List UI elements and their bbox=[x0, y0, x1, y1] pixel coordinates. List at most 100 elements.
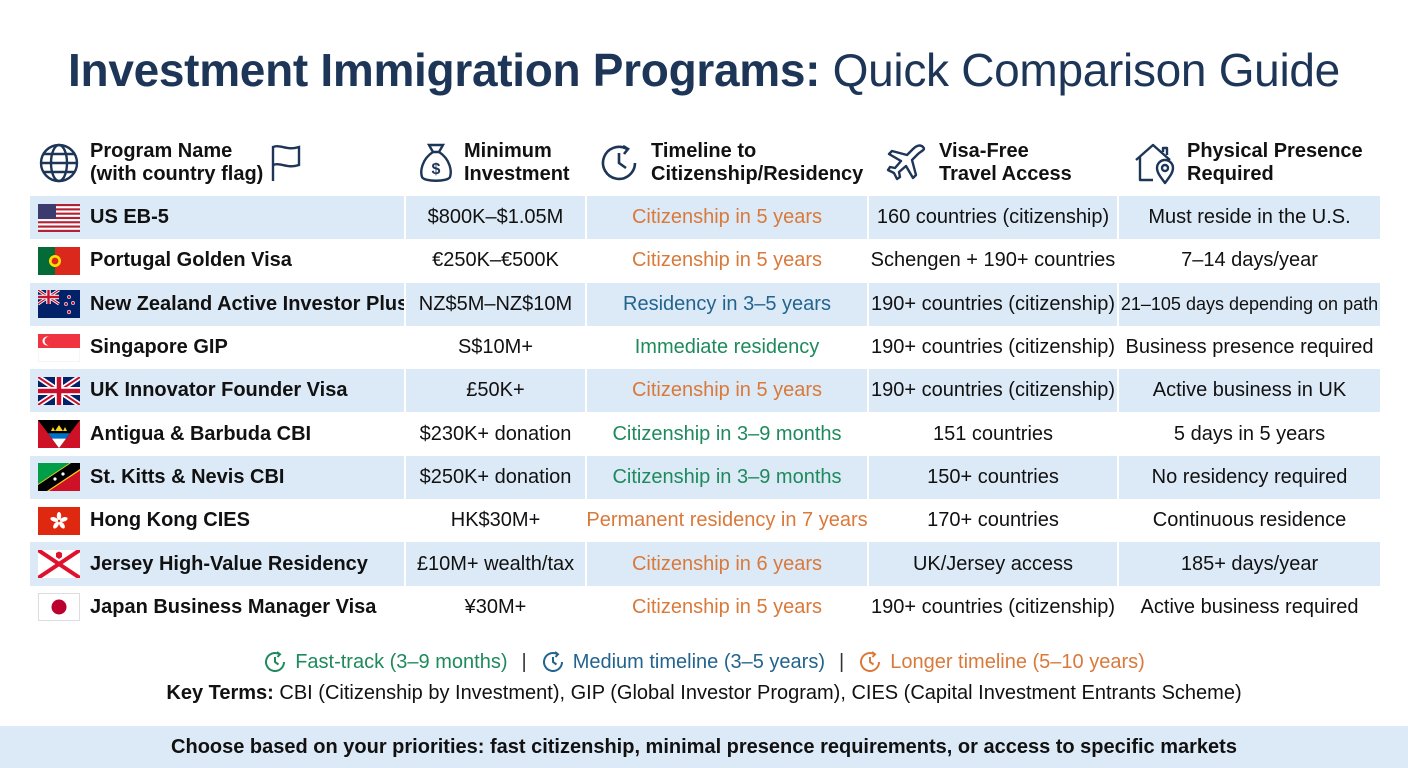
program-cell: Antigua & Barbuda CBI bbox=[30, 412, 406, 456]
header-timeline: Timeline to Citizenship/Residency bbox=[587, 140, 869, 186]
header-presence-line1: Physical Presence bbox=[1187, 140, 1363, 162]
jersey-flag-icon bbox=[38, 550, 80, 579]
table-row: UK Innovator Founder Visa £50K+ Citizens… bbox=[30, 369, 1380, 413]
globe-icon bbox=[39, 143, 79, 183]
airplane-icon bbox=[886, 144, 926, 181]
header-investment: $ Minimum Investment bbox=[406, 140, 587, 186]
legend-medium-label: Medium timeline (3–5 years) bbox=[572, 650, 826, 673]
investment-cell: S$10M+ bbox=[406, 325, 587, 370]
flag-icon bbox=[272, 145, 301, 181]
travel-cell: 190+ countries (citizenship) bbox=[869, 282, 1119, 326]
title-light: Quick Comparison Guide bbox=[832, 44, 1341, 96]
program-name: Hong Kong CIES bbox=[90, 509, 250, 532]
header-program: Program Name (with country flag) bbox=[30, 140, 406, 186]
header-travel-line1: Visa-Free bbox=[939, 140, 1029, 162]
clock-icon bbox=[860, 651, 881, 672]
header-travel-line2: Travel Access bbox=[939, 163, 1072, 185]
header-program-line1: Program Name bbox=[90, 140, 233, 162]
program-cell: New Zealand Active Investor Plus bbox=[30, 282, 406, 326]
japan-flag-icon bbox=[38, 593, 80, 622]
timeline-cell: Citizenship in 5 years bbox=[587, 239, 869, 283]
header-investment-line2: Investment bbox=[464, 163, 570, 185]
page-title: Investment Immigration Programs: Quick C… bbox=[0, 40, 1408, 100]
investment-cell: NZ$5M–NZ$10M bbox=[406, 282, 587, 326]
travel-cell: Schengen + 190+ countries bbox=[869, 239, 1119, 283]
travel-cell: 190+ countries (citizenship) bbox=[869, 325, 1119, 370]
header-program-line2: (with country flag) bbox=[90, 163, 264, 185]
program-cell: UK Innovator Founder Visa bbox=[30, 369, 406, 413]
legend-fast: Fast-track (3–9 months) bbox=[263, 650, 507, 674]
program-cell: Japan Business Manager Visa bbox=[30, 585, 406, 629]
comparison-table: Program Name (with country flag) $ Minim… bbox=[30, 130, 1380, 629]
travel-cell: 150+ countries bbox=[869, 455, 1119, 500]
table-row: New Zealand Active Investor Plus NZ$5M–N… bbox=[30, 282, 1380, 326]
legend-separator: | bbox=[521, 650, 527, 673]
antigua-barbuda-flag-icon bbox=[38, 420, 80, 449]
legend-longer: Longer timeline (5–10 years) bbox=[858, 650, 1145, 674]
us-flag-icon bbox=[38, 203, 80, 232]
table-row: Singapore GIP S$10M+ Immediate residency… bbox=[30, 325, 1380, 370]
program-name: Jersey High-Value Residency bbox=[90, 552, 368, 575]
presence-cell: No residency required bbox=[1119, 455, 1380, 500]
timeline-cell: Citizenship in 5 years bbox=[587, 585, 869, 629]
key-terms: Key Terms: CBI (Citizenship by Investmen… bbox=[0, 682, 1408, 705]
table-row: St. Kitts & Nevis CBI $250K+ donation Ci… bbox=[30, 455, 1380, 500]
investment-cell: $250K+ donation bbox=[406, 455, 587, 500]
table-row: Japan Business Manager Visa ¥30M+ Citize… bbox=[30, 585, 1380, 629]
key-terms-label: Key Terms: bbox=[166, 682, 274, 704]
table-row: Jersey High-Value Residency £10M+ wealth… bbox=[30, 542, 1380, 586]
presence-cell: 5 days in 5 years bbox=[1173, 422, 1326, 445]
clock-icon bbox=[542, 651, 563, 672]
investment-cell: ¥30M+ bbox=[406, 585, 587, 629]
clock-icon bbox=[265, 651, 286, 672]
presence-cell: 185+ days/year bbox=[1119, 542, 1380, 586]
travel-cell: 190+ countries (citizenship) bbox=[869, 585, 1119, 629]
program-name: Japan Business Manager Visa bbox=[90, 595, 377, 618]
table-row: Portugal Golden Visa €250K–€500K Citizen… bbox=[30, 239, 1380, 283]
program-name: Antigua & Barbuda CBI bbox=[90, 422, 312, 445]
new-zealand-flag-icon bbox=[38, 290, 80, 319]
presence-cell: 21–105 days depending on path bbox=[1119, 282, 1380, 326]
program-cell: US EB-5 bbox=[30, 196, 406, 240]
clock-icon bbox=[601, 144, 637, 181]
header-presence-line2: Required bbox=[1187, 163, 1274, 185]
table-row: Hong Kong CIES HK$30M+ Permanent residen… bbox=[30, 499, 1380, 543]
svg-text:$: $ bbox=[432, 161, 441, 178]
program-cell: Portugal Golden Visa bbox=[30, 239, 406, 283]
program-name: Portugal Golden Visa bbox=[90, 249, 292, 272]
header-timeline-line1: Timeline to bbox=[651, 140, 757, 162]
presence-cell: Active business in UK bbox=[1119, 369, 1380, 413]
table-row: US EB-5 $800K–$1.05M Citizenship in 5 ye… bbox=[30, 196, 1380, 240]
program-name: St. Kitts & Nevis CBI bbox=[90, 465, 285, 488]
investment-cell: HK$30M+ bbox=[406, 499, 587, 543]
legend-separator: | bbox=[839, 650, 845, 673]
program-name: Singapore GIP bbox=[90, 336, 228, 359]
table-body: US EB-5 $800K–$1.05M Citizenship in 5 ye… bbox=[30, 196, 1380, 629]
uk-flag-icon bbox=[38, 376, 80, 405]
timeline-cell: Citizenship in 5 years bbox=[587, 196, 869, 240]
travel-cell: 160 countries (citizenship) bbox=[869, 196, 1119, 240]
table-header: Program Name (with country flag) $ Minim… bbox=[30, 130, 1380, 196]
timeline-cell: Citizenship in 3–9 months bbox=[587, 412, 869, 456]
presence-cell: Business presence required bbox=[1125, 336, 1374, 359]
investment-cell: £10M+ wealth/tax bbox=[406, 542, 587, 586]
table-row: Antigua & Barbuda CBI $230K+ donation Ci… bbox=[30, 412, 1380, 456]
legend-medium: Medium timeline (3–5 years) bbox=[541, 650, 825, 674]
travel-cell: 190+ countries (citizenship) bbox=[869, 369, 1119, 413]
travel-cell: UK/Jersey access bbox=[869, 542, 1119, 586]
travel-cell: 170+ countries bbox=[869, 499, 1119, 543]
investment-cell: $800K–$1.05M bbox=[406, 196, 587, 240]
header-presence: Physical Presence Required bbox=[1119, 140, 1380, 186]
legend-longer-label: Longer timeline (5–10 years) bbox=[890, 650, 1145, 673]
hong-kong-flag-icon bbox=[38, 506, 80, 535]
header-travel: Visa-Free Travel Access bbox=[869, 140, 1119, 186]
program-name: New Zealand Active Investor Plus bbox=[90, 292, 406, 315]
timeline-cell: Immediate residency bbox=[587, 325, 869, 370]
timeline-cell: Permanent residency in 7 years bbox=[587, 499, 869, 543]
investment-cell: $230K+ donation bbox=[406, 412, 587, 456]
timeline-cell: Citizenship in 5 years bbox=[587, 369, 869, 413]
portugal-flag-icon bbox=[38, 246, 80, 275]
singapore-flag-icon bbox=[38, 333, 80, 362]
money-bag-icon: $ bbox=[420, 143, 452, 182]
presence-cell: Active business required bbox=[1140, 595, 1359, 618]
